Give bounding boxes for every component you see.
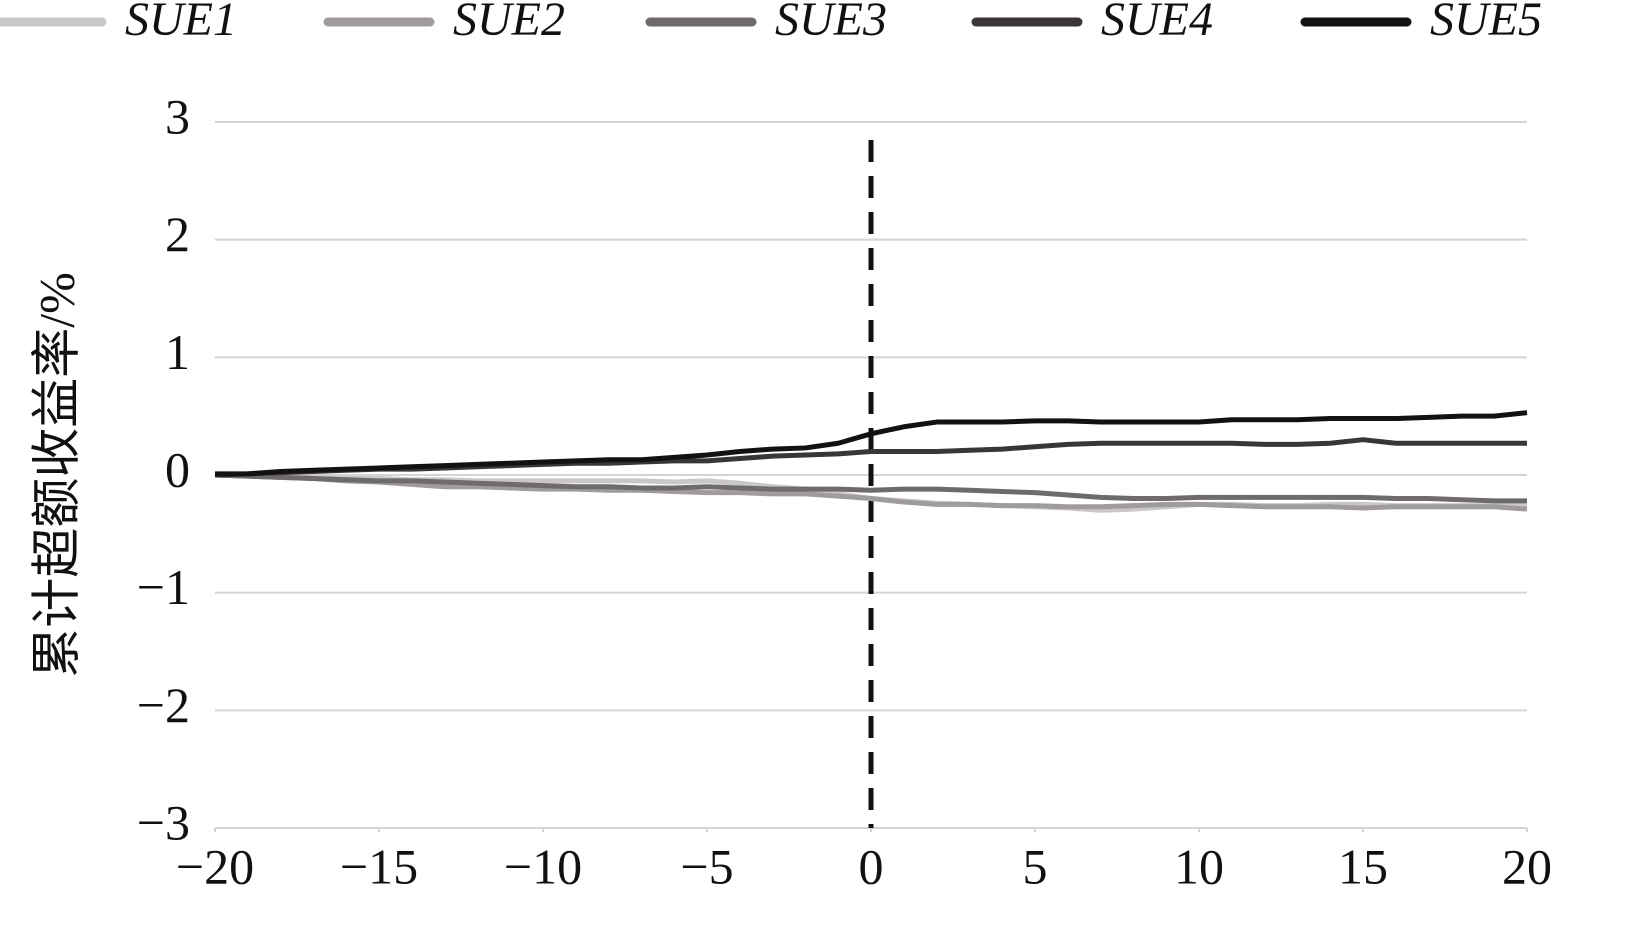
y-tick-label: 0 <box>165 441 190 497</box>
series-line <box>214 472 1528 512</box>
y-tick-label: 3 <box>165 88 190 144</box>
y-tick-label: 2 <box>165 206 190 262</box>
y-tick-label: −1 <box>137 559 190 615</box>
y-tick-label: −3 <box>137 794 190 850</box>
x-tick-label: −10 <box>504 838 582 894</box>
x-tick-label: 15 <box>1338 838 1388 894</box>
y-axis-label: 累计超额收益率/% <box>28 272 84 678</box>
x-tick-label: 20 <box>1502 838 1552 894</box>
series-line <box>215 410 1528 477</box>
y-tick-label: −2 <box>137 677 190 733</box>
x-tick-label: 0 <box>859 838 884 894</box>
legend-label: SUE2 <box>453 0 565 46</box>
x-tick-label: −20 <box>176 838 254 894</box>
legend-label: SUE1 <box>125 0 237 46</box>
x-tick-label: 5 <box>1023 838 1048 894</box>
x-tick-label: −15 <box>340 838 418 894</box>
legend-label: SUE5 <box>1430 0 1542 46</box>
x-tick-label: 10 <box>1174 838 1224 894</box>
legend-label: SUE3 <box>775 0 887 46</box>
series-line <box>214 472 1527 504</box>
legend-label: SUE4 <box>1101 0 1213 46</box>
y-tick-label: 1 <box>165 324 190 380</box>
x-tick-label: −5 <box>680 838 733 894</box>
